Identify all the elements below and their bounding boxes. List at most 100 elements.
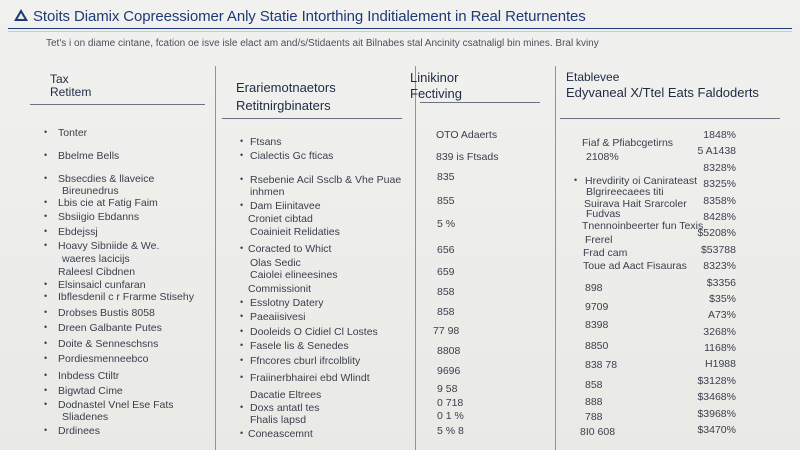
col2-heading-1: Erariemotnaetors <box>236 80 336 95</box>
col4-item: 858 <box>585 379 603 391</box>
col3-value: 858 <box>437 286 455 298</box>
col4-item: Blgrireecaees titi <box>586 186 664 198</box>
title-rule-secondary <box>8 31 792 32</box>
col3-value: 5 % <box>437 218 456 230</box>
bullet-icon: • <box>44 197 48 207</box>
col1-item: Doite & Senneschsns <box>58 338 159 350</box>
col4-value: A73% <box>707 309 736 321</box>
col1-item: Pordiesmenneebco <box>58 353 149 365</box>
col4-item: 8850 <box>585 340 609 352</box>
col4-heading-1: Etablevee <box>566 70 620 84</box>
col3-value: 839 is Ftsads <box>436 151 499 163</box>
bullet-icon: • <box>240 355 244 365</box>
col4-item: 788 <box>585 411 603 423</box>
col3-value: OTO Adaerts <box>436 129 498 141</box>
col1-item: Ebdejssj <box>58 226 98 238</box>
bullet-icon: • <box>574 175 578 185</box>
col3-header-rule <box>420 102 540 103</box>
col3-heading-2: Fectiving <box>410 86 463 101</box>
col3-value: 5 % 8 <box>437 425 464 437</box>
col4-item: 888 <box>585 396 603 408</box>
col4-item: 2108% <box>586 151 619 163</box>
col2-item: Doxs antatl tes <box>250 402 320 414</box>
bullet-icon: • <box>44 307 48 317</box>
col4-value: $53788 <box>700 244 736 256</box>
col4-heading-2: Edyvaneal X/Ttel Eats Faldoderts <box>566 85 759 100</box>
col1-item: Hoavy Sibniide & We. <box>58 240 160 252</box>
col3-value: 656 <box>437 244 455 256</box>
col4-value: 8328% <box>703 162 736 174</box>
col1-item: Drdinees <box>58 425 101 437</box>
col2-item: Coracted to Whict <box>248 243 332 255</box>
col4-item: Fudvas <box>586 208 621 220</box>
col4-value: 3268% <box>703 326 736 338</box>
logo-icon <box>14 9 28 21</box>
col1-header-rule <box>30 104 205 105</box>
bullet-icon: • <box>240 340 244 350</box>
bullet-icon: • <box>240 243 244 253</box>
bullet-icon: • <box>44 240 48 250</box>
col1-item: Raleesl Cibdnen <box>58 266 136 278</box>
page-title: Stoits Diamix Copreessiomer Anly Statie … <box>33 8 586 25</box>
col2-item: Cialectis Gc fticas <box>250 150 334 162</box>
col3-value: 0 718 <box>437 397 464 409</box>
col2-item: inhmen <box>250 186 285 198</box>
bullet-icon: • <box>44 150 48 160</box>
col1-item: Sliadenes <box>62 411 109 423</box>
col2-item: Dacatie Eltrees <box>250 389 322 401</box>
col4-value: $3128% <box>697 375 736 387</box>
bullet-icon: • <box>44 425 48 435</box>
col4-value: 8325% <box>703 178 736 190</box>
col2-item: Caiolei elineesines <box>250 269 338 281</box>
col2-item: Fraiinerbhairei ebd Wlindt <box>250 372 370 384</box>
col1-item: Bigwtad Cime <box>58 385 123 397</box>
col3-value: 77 98 <box>433 325 460 337</box>
bullet-icon: • <box>44 385 48 395</box>
col4-value: $3468% <box>697 391 736 403</box>
col2-item: Commissionit <box>248 283 312 295</box>
col3-value: 9696 <box>437 365 461 377</box>
column-divider-1 <box>215 66 216 450</box>
col1-item: Sbsecdies & llaveice <box>58 173 155 185</box>
bullet-icon: • <box>240 428 244 438</box>
col1-item: Tonter <box>58 127 88 139</box>
col2-heading-2: Retitnirgbinaters <box>236 98 331 113</box>
page-subtitle: Tet's i on diame cintane, fcation oe isv… <box>46 38 599 49</box>
col4-item: Suirava Hait Srarcoler <box>584 198 687 210</box>
col4-header-rule <box>560 118 780 119</box>
col2-item: Fhalis lapsd <box>250 414 307 426</box>
col4-item: 9709 <box>585 301 609 313</box>
bullet-icon: • <box>44 338 48 348</box>
bullet-icon: • <box>44 322 48 332</box>
col2-item: Rsebenie Acil Ssclb & Vhe Puae <box>250 174 402 186</box>
bullet-icon: • <box>240 136 244 146</box>
col3-heading-1: Linikinor <box>410 70 459 85</box>
col1-item: Elsinsaicl cunfaran <box>58 279 146 291</box>
col4-value: 5 A1438 <box>697 145 736 157</box>
col1-item: Inbdess Ctiltr <box>58 370 120 382</box>
bullet-icon: • <box>44 127 48 137</box>
col3-value: 855 <box>437 195 455 207</box>
col1-item: Dodnastel Vnel Ese Fats <box>58 399 174 411</box>
col2-header-rule <box>222 118 402 119</box>
col1-item: Drobses Bustis 8058 <box>58 307 155 319</box>
column-divider-3 <box>555 66 556 450</box>
bullet-icon: • <box>240 174 244 184</box>
col1-heading-2: Retitem <box>50 85 92 99</box>
col1-item: Bireunedrus <box>62 185 119 197</box>
col4-value: $5208% <box>697 227 736 239</box>
col1-item: Lbis cie at Fatig Faim <box>58 197 158 209</box>
bullet-icon: • <box>240 150 244 160</box>
bullet-icon: • <box>44 211 48 221</box>
col1-item: Bbelme Bells <box>58 150 120 162</box>
col4-value: 8428% <box>703 211 736 223</box>
col4-item: Frerel <box>585 234 613 246</box>
col4-item: Tnennoinbeerter fun Texis <box>582 220 704 232</box>
col3-value: 835 <box>437 171 455 183</box>
col4-item: 8I0 608 <box>580 426 616 438</box>
col1-item: Sbsiigio Ebdanns <box>58 211 140 223</box>
col4-value: $35% <box>709 293 736 305</box>
bullet-icon: • <box>240 200 244 210</box>
col4-value: $3470% <box>697 424 736 436</box>
col2-item: Ftsans <box>250 136 282 148</box>
